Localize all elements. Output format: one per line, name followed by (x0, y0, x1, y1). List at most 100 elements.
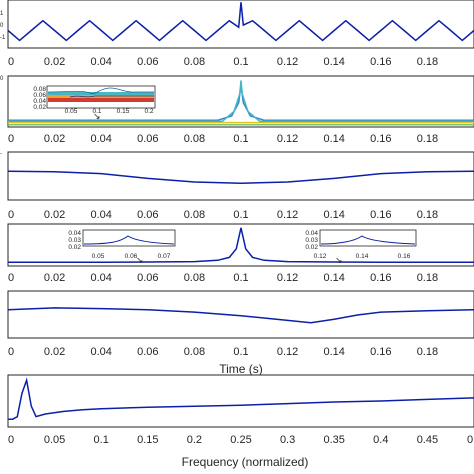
y-tick-labels: 1 0 -1 (0, 11, 6, 41)
x-tick-label: 0.02 (44, 272, 65, 284)
x-tick-label: 0 (8, 209, 14, 221)
x-tick-label: 0.04 (90, 346, 111, 358)
inset-y-tick-label: 0.04 (33, 98, 46, 105)
inset-arrow: ↘ (136, 255, 144, 265)
x-tick-label: 0.18 (417, 272, 438, 284)
x-tick-label: 0.08 (184, 133, 205, 145)
inset-x-tick-label: 0.2 (144, 108, 153, 115)
x-tick-label: 0.06 (137, 346, 158, 358)
x-tick-label: 0.06 (137, 209, 158, 221)
panel-4: 0.040.030.02 0.05 0.06 0.07 ↘ 0.040.030.02… (7, 223, 474, 284)
x-tick-label: 0.14 (323, 209, 344, 221)
inset-band-teal (48, 92, 154, 95)
x-tick-label: 0.1 (233, 272, 248, 284)
inset-chart-right: 0.040.030.02 0.12 0.14 0.16 ↘ (305, 229, 417, 265)
inset-chart: 0.080.060.040.02 0.05 0.1 0.15 0.2 ↘ (33, 85, 156, 121)
inset-y-tick-label: 0.06 (33, 92, 46, 99)
x-tick-label: 0.06 (137, 133, 158, 145)
x-tick-label: 0.16 (370, 133, 391, 145)
x-tick-label: 0.16 (370, 272, 391, 284)
inset-x-ticks: 0.05 0.1 0.15 0.2 (65, 108, 154, 115)
panel-3: - 0 0.02 0.04 0.06 0.08 0.1 0.12 0.14 0.16 0.18 (0, 151, 474, 221)
series-line (7, 2, 474, 42)
x-tick-label: 0 (8, 133, 14, 145)
inset-y-tick-label: 0.08 (33, 86, 46, 93)
x-tick-label: 0 (467, 434, 473, 446)
x-tick-label: 0.14 (323, 272, 344, 284)
x-tick-label: 0.1 (233, 346, 248, 358)
axis-edge-mark: - (0, 151, 2, 157)
inset-band-red (48, 98, 154, 102)
inset-x-tick-label: 0.05 (92, 253, 105, 260)
x-tick-label: 0.06 (137, 272, 158, 284)
y-tick-label: -1 (0, 35, 6, 41)
inset-y-tick-label: 0.02 (68, 244, 81, 251)
x-tick-label: 0.02 (44, 133, 65, 145)
x-tick-label: 0.18 (417, 346, 438, 358)
x-tick-label: 0.08 (184, 272, 205, 284)
panel-2: 0 0.080.060.040.02 0.05 0.1 0.15 0.2 ↘ 0 0.0… (0, 75, 474, 145)
inset-x-tick-label: 0.16 (398, 253, 411, 260)
x-tick-label: 0.08 (184, 346, 205, 358)
x-axis-label: Frequency (normalized) (182, 455, 309, 469)
x-tick-row: 0 0.02 0.04 0.06 0.08 0.1 0.12 0.14 0.16 0.18 (8, 272, 438, 284)
x-tick-label: 0 (8, 56, 14, 68)
x-tick-label: 0.12 (277, 133, 298, 145)
x-tick-label: 0.16 (370, 209, 391, 221)
x-axis-label: Time (s) (219, 362, 263, 376)
plot-frame (7, 0, 474, 49)
inset-x-tick-label: 0.06 (125, 253, 138, 260)
y-tick-label: 0 (0, 23, 4, 29)
inset-y-tick-label: 0.04 (305, 230, 318, 237)
x-tick-label: 0.25 (230, 434, 251, 446)
x-tick-label: 0 (8, 346, 14, 358)
x-tick-label: 0.14 (323, 56, 344, 68)
inset-x-tick-label: 0.1 (92, 108, 101, 115)
plot-frame (7, 151, 474, 201)
inset-y-tick-label: 0.02 (33, 104, 46, 111)
axis-edge-mark: 0 (0, 76, 4, 82)
x-tick-label: 0.1 (233, 133, 248, 145)
x-tick-label: 0.04 (90, 133, 111, 145)
x-tick-label: 0.1 (233, 209, 248, 221)
inset-y-tick-label: 0.02 (305, 244, 318, 251)
x-tick-row: 0 0.02 0.04 0.06 0.08 0.1 0.12 0.14 0.16 0.18 (8, 133, 438, 145)
series-line (8, 227, 474, 263)
inset-contour (69, 95, 154, 98)
x-tick-label: 0.1 (233, 56, 248, 68)
inset-x-tick-label: 0.07 (158, 253, 171, 260)
x-tick-label: 0.18 (417, 133, 438, 145)
series-line (8, 377, 474, 420)
panel-5: 0 0.02 0.04 0.06 0.08 0.1 0.12 0.14 0.16 0.18 Tim… (7, 290, 474, 376)
inset-curve (83, 235, 175, 245)
inset-x-tick-label: 0.12 (314, 253, 327, 260)
panel-1: 1 0 -1 0 0.02 0.04 0.06 0.08 0.1 0.12 0.14 0.16 0… (0, 0, 474, 68)
x-tick-label: 0.02 (44, 346, 65, 358)
x-tick-label: 0.45 (417, 434, 438, 446)
plot-area (7, 307, 474, 324)
plot-area (8, 377, 474, 420)
x-tick-label: 0.15 (137, 434, 158, 446)
plot-frame (7, 290, 474, 339)
inset-y-ticks: 0.080.060.040.02 (33, 86, 46, 111)
x-tick-label: 0.08 (184, 56, 205, 68)
x-tick-row: 0 0.02 0.04 0.06 0.08 0.1 0.12 0.14 0.16 0.18 (8, 346, 438, 358)
x-tick-label: 0.12 (277, 209, 298, 221)
x-tick-label: 0.18 (417, 56, 438, 68)
plot-area (8, 227, 474, 263)
x-tick-label: 0.2 (187, 434, 202, 446)
series-line (8, 80, 474, 122)
x-tick-label: 0.18 (417, 209, 438, 221)
inset-y-tick-label: 0.03 (68, 237, 81, 244)
x-tick-row: 0 0.02 0.04 0.06 0.08 0.1 0.12 0.14 0.16 0.18 (8, 209, 438, 221)
inset-x-tick-label: 0.15 (117, 108, 130, 115)
series-line (7, 170, 474, 184)
plot-area (7, 170, 474, 184)
inset-arrow: ↘ (93, 111, 101, 121)
plot-frame (7, 223, 474, 267)
y-tick-label: 1 (0, 11, 4, 17)
x-tick-label: 0.1 (94, 434, 109, 446)
inset-x-tick-label: 0.05 (65, 108, 78, 115)
inset-x-tick-label: 0.14 (356, 253, 369, 260)
